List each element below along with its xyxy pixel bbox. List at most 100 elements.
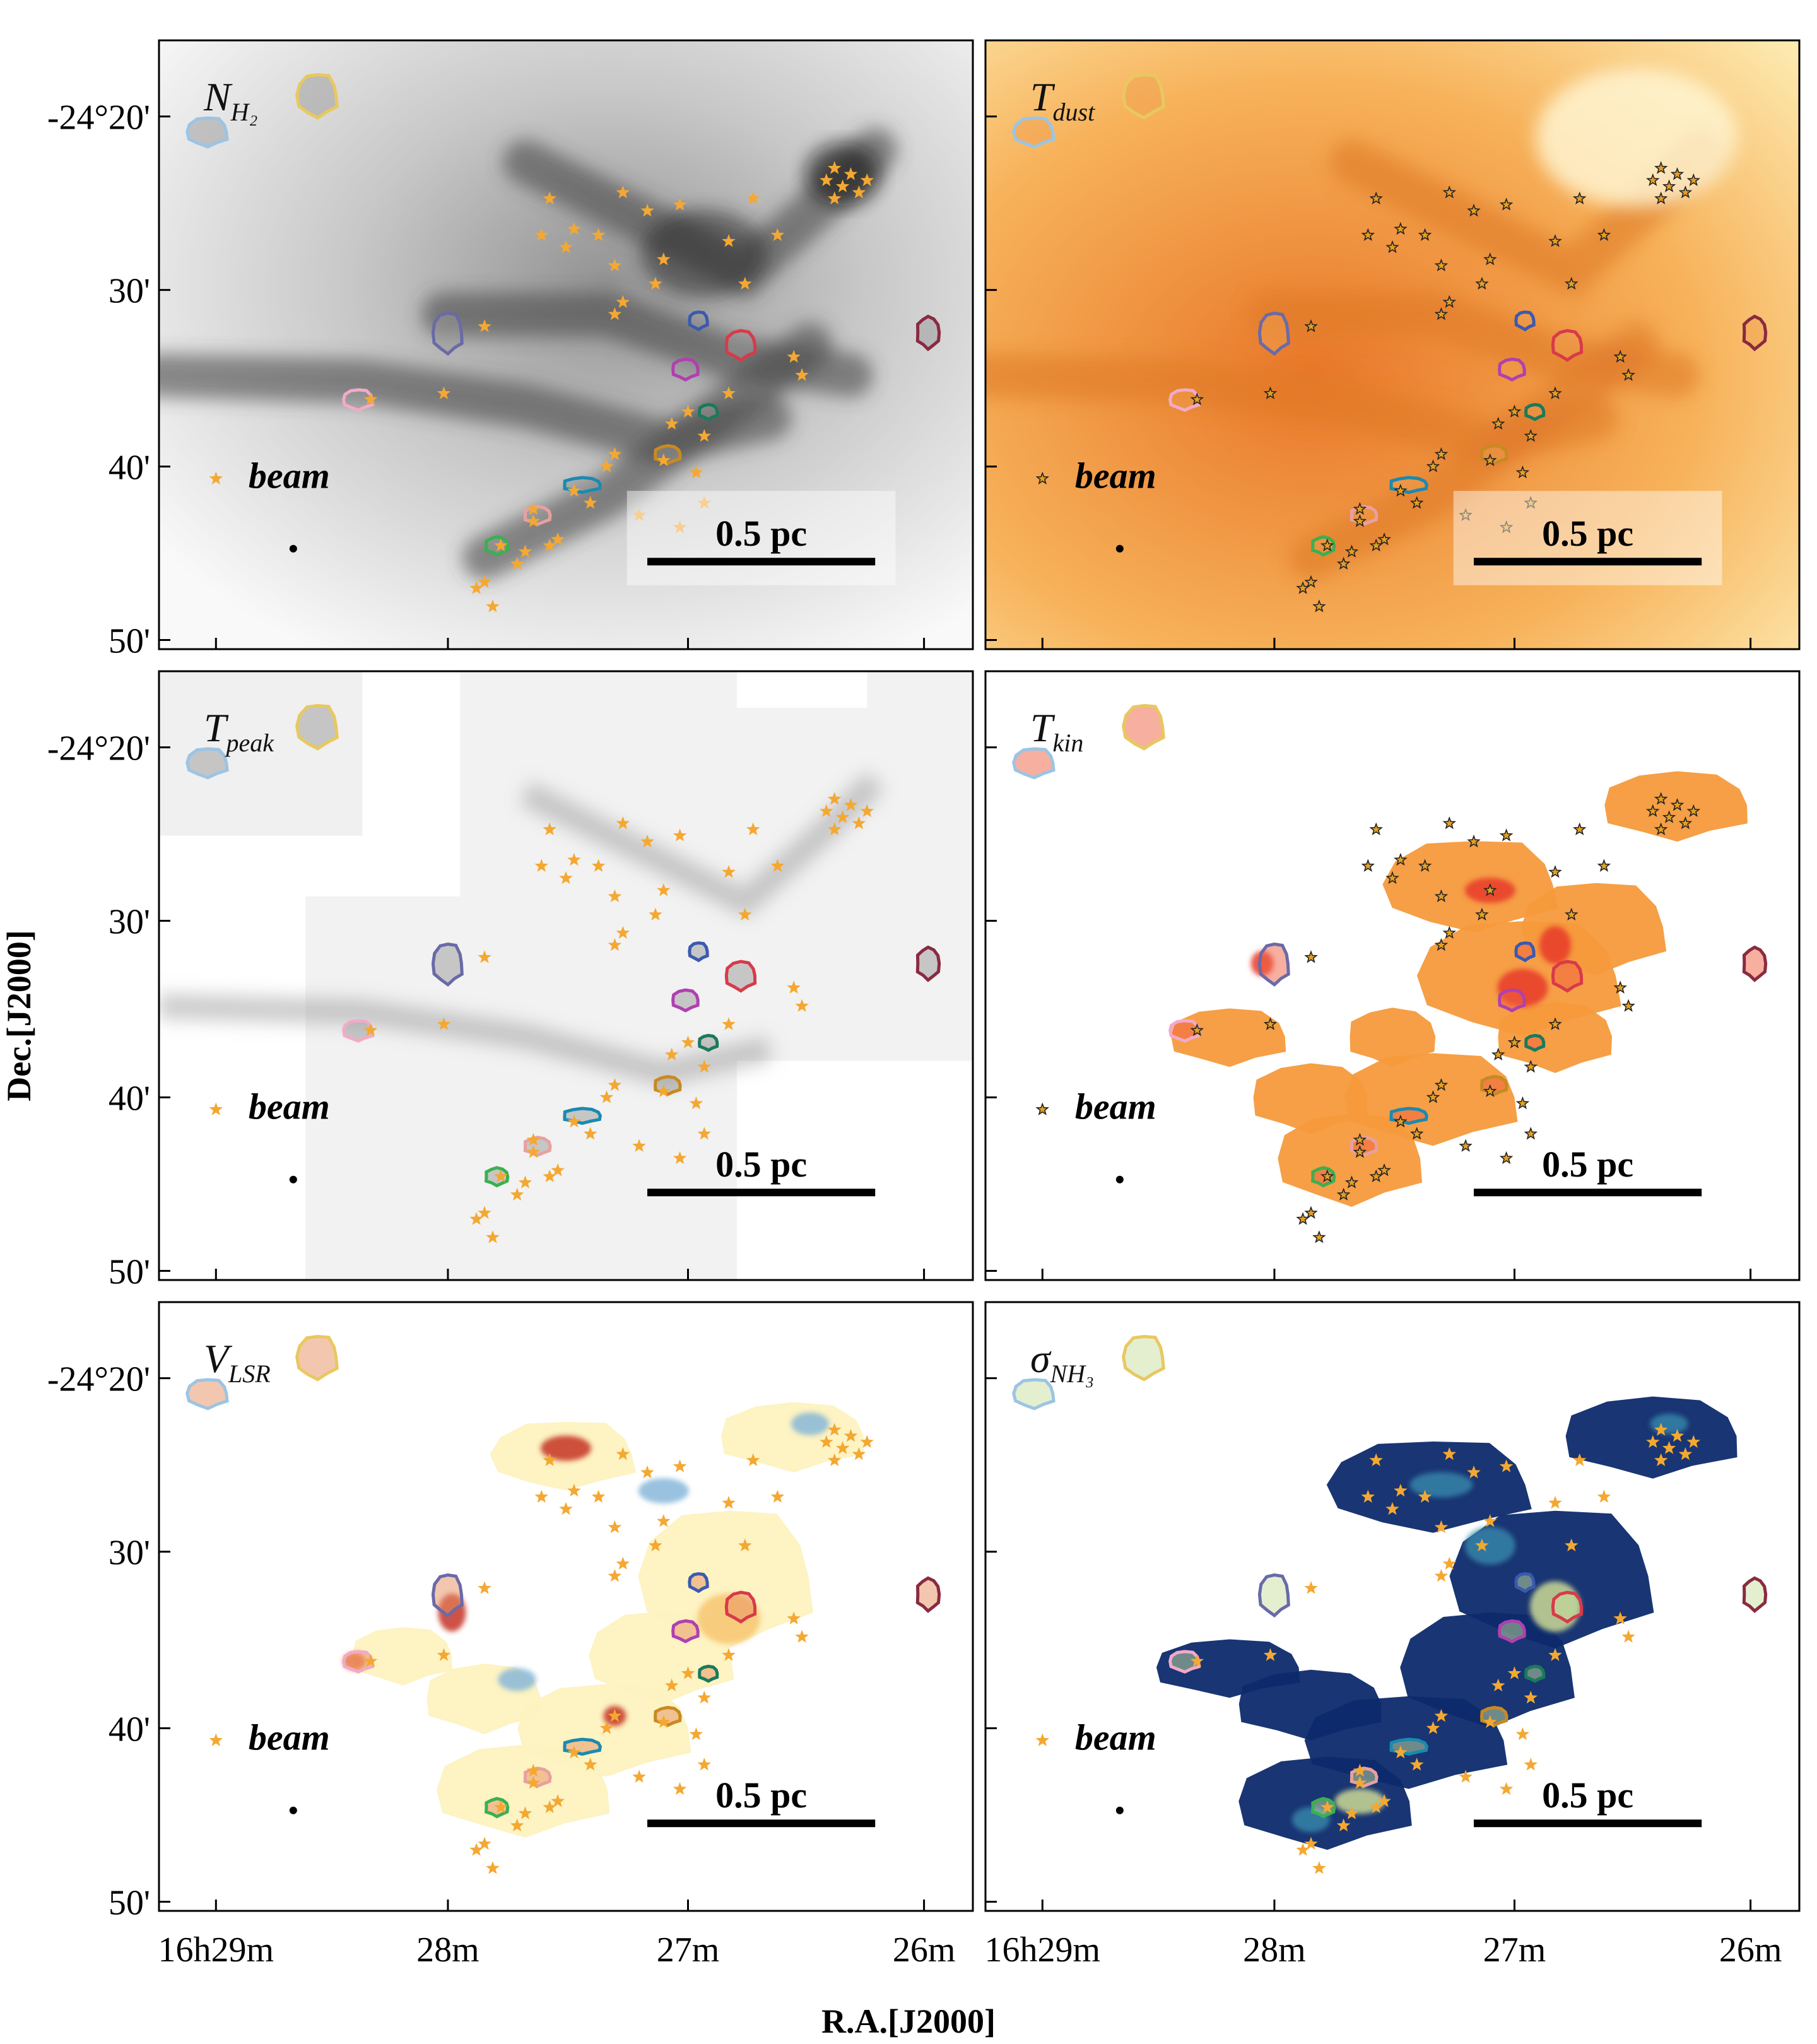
yso-stars <box>1190 1423 1701 1874</box>
yso-star <box>657 1084 671 1097</box>
yso-star <box>583 496 597 509</box>
yso-star <box>1613 980 1627 994</box>
yso-star <box>1434 1708 1449 1722</box>
yso-star <box>649 276 662 290</box>
yso-star <box>1434 1569 1449 1582</box>
yso-star <box>632 508 646 521</box>
core-contour <box>1742 945 1768 982</box>
yso-star <box>616 185 630 199</box>
x-tick-label: 26m <box>893 1930 956 1970</box>
yso-star <box>543 191 556 205</box>
yso-star <box>1459 508 1473 521</box>
yso-star <box>616 1447 630 1460</box>
yso-star <box>1646 173 1660 187</box>
yso-star <box>1475 907 1489 921</box>
yso-stars <box>363 1423 874 1874</box>
y-tick-label: 30' <box>109 272 150 311</box>
panel-nh2: 0.5 pc beam NH₂ <box>158 39 974 650</box>
yso-star <box>795 999 809 1012</box>
core-contour <box>1551 329 1584 362</box>
yso-stars <box>1190 161 1701 613</box>
beam-label: beam <box>1075 1086 1156 1127</box>
yso-star <box>697 1691 712 1704</box>
yso-star <box>1442 295 1457 308</box>
yso-star <box>787 980 801 994</box>
yso-star <box>1320 1169 1334 1183</box>
x-axis-label: R.A.[J2000] <box>821 2002 996 2040</box>
yso-star <box>518 1175 532 1189</box>
yso-star <box>1483 1514 1497 1527</box>
yso-star <box>1678 185 1693 199</box>
core-contour <box>698 1033 719 1052</box>
yso-star <box>664 416 679 430</box>
yso-star <box>827 1453 842 1467</box>
x-tick-label: 28m <box>416 1930 479 1970</box>
yso-star <box>1654 822 1668 836</box>
yso-star <box>770 1489 785 1503</box>
core-contour <box>671 988 700 1013</box>
core-contour <box>1168 388 1201 412</box>
yso-star <box>1426 459 1440 473</box>
core-contours <box>185 703 941 1188</box>
core-contour <box>1480 1705 1508 1727</box>
scale-bar-label: 0.5 pc <box>1542 1775 1633 1816</box>
yso-star <box>1361 228 1375 241</box>
yso-star <box>1442 185 1457 199</box>
y-tick-label: 40' <box>109 449 150 488</box>
yso-star <box>1654 1423 1668 1436</box>
yso-star <box>827 191 842 205</box>
yso-star <box>1499 828 1514 842</box>
yso-star <box>657 453 671 466</box>
yso-star <box>608 1520 622 1534</box>
yso-star <box>746 822 760 836</box>
core-contour <box>1742 1576 1768 1613</box>
yso-star <box>559 1501 573 1515</box>
yso-star <box>1548 386 1562 399</box>
yso-star <box>1565 907 1579 921</box>
yso-star <box>640 1465 654 1479</box>
yso-star <box>608 1708 622 1722</box>
yso-star <box>469 1843 483 1856</box>
yso-star <box>1353 514 1367 527</box>
yso-star <box>1515 1096 1530 1110</box>
y-tick-label: 50' <box>109 1884 150 1923</box>
yso-star <box>1312 599 1326 613</box>
yso-star <box>1467 834 1481 848</box>
yso-star <box>770 228 785 241</box>
core-contour <box>724 960 757 993</box>
yso-star <box>1394 1745 1408 1759</box>
core-contour <box>523 1766 552 1788</box>
core-contour <box>1350 505 1379 526</box>
core-contour <box>431 1573 464 1618</box>
y-tick-label: -24°20' <box>47 1360 150 1399</box>
yso-star <box>1621 999 1635 1012</box>
yso-star <box>494 1169 508 1183</box>
yso-star <box>860 804 874 818</box>
core-contour <box>688 941 709 963</box>
core-contour <box>1168 1019 1201 1043</box>
yso-star <box>795 368 809 381</box>
yso-star <box>1418 228 1432 241</box>
yso-star <box>1572 822 1587 836</box>
yso-star <box>673 1459 687 1472</box>
core-contour <box>915 945 941 982</box>
yso-star <box>697 1060 712 1073</box>
yso-star <box>526 1775 541 1789</box>
scale-bar <box>1474 1819 1702 1828</box>
yso-star <box>1385 240 1399 254</box>
yso-star <box>583 1127 597 1140</box>
yso-star <box>1654 792 1668 805</box>
yso-star <box>567 1114 581 1128</box>
yso-star <box>1336 556 1351 570</box>
yso-star <box>1361 859 1375 872</box>
core-contour <box>1168 1650 1201 1674</box>
core-contour <box>431 311 464 356</box>
core-contour <box>698 1664 719 1683</box>
yso-star <box>1686 1435 1701 1448</box>
yso-star <box>722 386 736 399</box>
yso-star <box>1320 1800 1334 1814</box>
core-contour <box>1480 1074 1508 1096</box>
y-tick-label: 40' <box>109 1079 150 1119</box>
